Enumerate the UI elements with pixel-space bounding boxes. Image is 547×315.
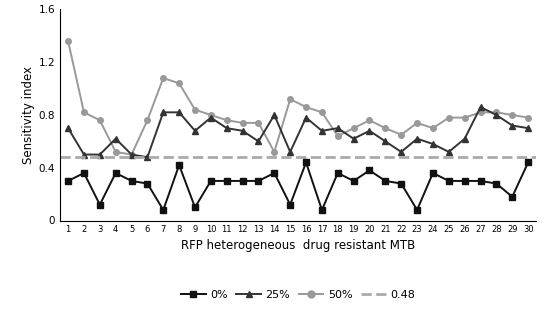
- Y-axis label: Sensitivity index: Sensitivity index: [21, 66, 34, 164]
- X-axis label: RFP heterogeneous  drug resistant MTB: RFP heterogeneous drug resistant MTB: [181, 238, 415, 252]
- Legend: 0%, 25%, 50%, 0.48: 0%, 25%, 50%, 0.48: [177, 285, 420, 304]
